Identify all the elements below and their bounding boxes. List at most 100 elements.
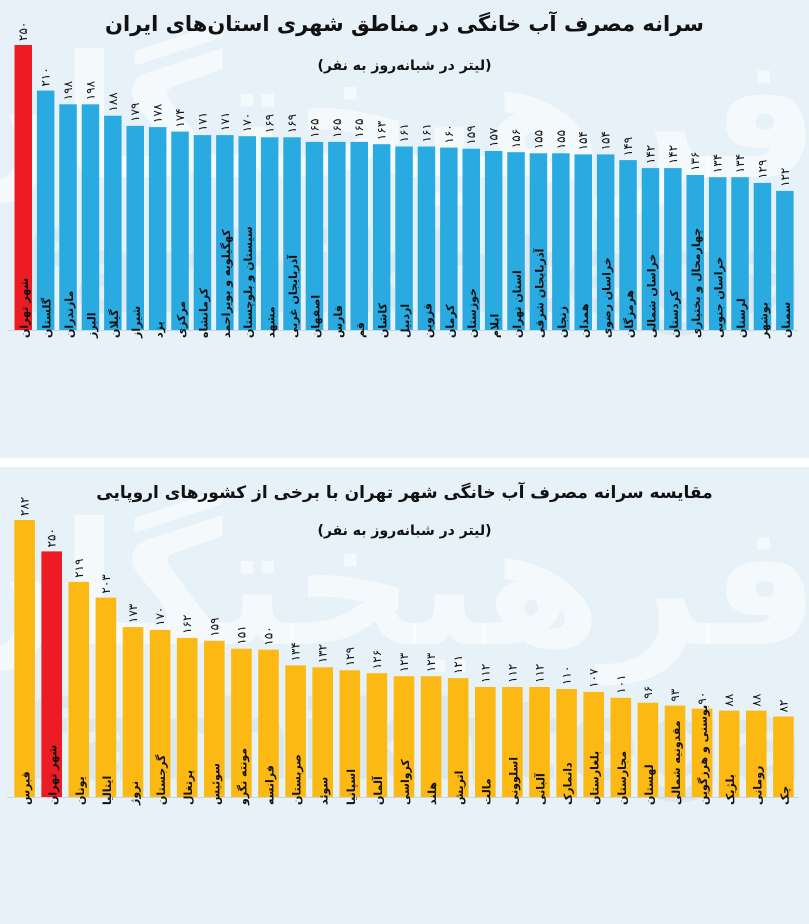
category-label: مالت	[480, 778, 493, 805]
value-label: ۱۶۱	[419, 123, 433, 142]
value-label: ۱۷۰	[240, 113, 254, 132]
category-label: رومانی	[751, 766, 764, 805]
bar-12	[312, 667, 333, 797]
bar-14	[305, 141, 324, 330]
value-label: ۲۸۲	[18, 497, 32, 516]
category-label: اسپانیا	[345, 769, 358, 805]
category-label: فرانسه	[264, 765, 277, 805]
value-label: ۱۶۳	[375, 120, 389, 140]
value-label: ۱۷۴	[173, 108, 187, 127]
category-label: سوئد	[318, 777, 331, 805]
bar-8	[204, 640, 225, 797]
value-label: ۱۱۲	[533, 664, 547, 683]
chart-title: مقایسه سرانه مصرف آب خانگی شهر تهران با …	[96, 483, 713, 503]
europe-comparison-chart-panel: فرهیختگان farhikhtegan مقایسه سرانه مصرف…	[0, 467, 809, 924]
value-label: ۱۷۱	[218, 112, 232, 131]
bar-29	[641, 168, 660, 330]
value-label: ۲۰۳	[99, 574, 113, 594]
value-label: ۱۷۸	[151, 103, 165, 123]
value-label: ۱۵۴	[599, 131, 613, 150]
value-label: ۱۷۹	[128, 103, 142, 122]
value-label: ۱۵۷	[487, 127, 501, 147]
value-label: ۱۳۲	[316, 644, 330, 663]
bar-32	[708, 177, 727, 330]
bar-9	[193, 135, 212, 330]
category-label: بلژیک	[724, 774, 737, 805]
category-label: خراسان شمالی	[645, 254, 658, 338]
bar-13	[339, 670, 361, 797]
bar-6	[126, 125, 144, 331]
category-label: سوئیس	[209, 763, 222, 805]
value-label: ۱۰۱	[614, 674, 628, 693]
value-label: ۲۵۰	[16, 22, 30, 41]
bar-16	[420, 676, 442, 797]
value-label: ۱۳۶	[688, 152, 702, 171]
bar-6	[149, 630, 171, 797]
bar-12	[260, 137, 279, 330]
category-label: ایتالیا	[101, 776, 114, 805]
value-label: ۱۶۹	[263, 114, 277, 133]
category-label: شهر تهران	[47, 745, 60, 805]
bar-24	[529, 153, 548, 330]
chart-title: سرانه مصرف آب خانگی در مناطق شهری استان‌…	[105, 12, 704, 36]
bar-7	[148, 127, 167, 330]
category-label: شهر تهران	[18, 278, 31, 338]
bar-19	[417, 146, 436, 330]
category-label: شیراز	[130, 306, 143, 339]
category-label: آلبانی	[534, 773, 548, 805]
category-label: سیستان و بلوچستان	[242, 226, 255, 338]
bar-30	[664, 168, 682, 330]
value-label: ۱۲۳	[424, 652, 438, 672]
value-label: ۸۸	[749, 693, 763, 706]
bar-21	[462, 148, 480, 330]
category-label: کهگیلویه و بویراحمد	[220, 229, 233, 338]
bar-31	[686, 175, 704, 330]
category-label: قم	[354, 322, 367, 338]
value-label: ۱۱۲	[478, 664, 492, 683]
bar-33	[731, 177, 749, 330]
category-label: بوشهر	[757, 302, 770, 339]
value-label: ۱۴۹	[621, 137, 635, 156]
category-label: پرتغال	[182, 770, 195, 805]
category-label: دانمارک	[562, 762, 575, 805]
category-label: اصفهان	[309, 295, 322, 338]
value-label: ۱۵۵	[531, 130, 545, 149]
bar-5	[104, 115, 122, 330]
provinces-bar-chart: ۲۵۰ شهر تهران ۲۱۰ گلستان ۱۹۸ مازندران ۱۹۸ البرز…	[8, 22, 798, 339]
bar-2	[36, 90, 55, 330]
bar-26	[574, 154, 592, 330]
bar-25	[552, 153, 570, 330]
bar-28	[619, 160, 637, 330]
bar-29	[773, 716, 794, 797]
value-label: ۲۱۰	[39, 67, 53, 86]
value-label: ۱۰۷	[587, 668, 601, 688]
value-label: ۱۵۹	[464, 125, 478, 144]
value-label: ۱۵۰	[262, 626, 276, 645]
value-label: ۱۶۵	[307, 119, 321, 138]
bar-18	[395, 146, 413, 330]
category-label: چهارمحال و بختیاری	[690, 228, 703, 338]
value-label: ۱۴۲	[666, 145, 680, 164]
category-label: ایلام	[489, 314, 502, 338]
category-label: هرمزگان	[623, 290, 636, 338]
value-label: ۱۷۱	[195, 112, 209, 131]
bar-26	[691, 708, 713, 797]
bar-28	[746, 710, 767, 797]
bar-1	[14, 520, 35, 797]
bar-20	[440, 147, 458, 330]
value-label: ۱۵۶	[509, 129, 523, 148]
value-label: ۱۳۴	[733, 154, 747, 173]
value-label: ۱۲۹	[755, 160, 769, 179]
value-label: ۹۶	[641, 686, 655, 699]
value-label: ۱۵۱	[234, 625, 248, 644]
bar-35	[776, 190, 794, 330]
value-label: ۱۸۸	[106, 92, 120, 112]
category-label: آذربایجان شرقی	[532, 248, 546, 338]
category-label: آذربایجان غربی	[286, 255, 300, 338]
category-label: فارس	[332, 305, 345, 338]
value-label: ۱۳۴	[289, 642, 303, 661]
bar-24	[637, 702, 659, 797]
bar-3	[59, 104, 77, 330]
bar-1	[14, 45, 32, 330]
value-label: ۱۶۵	[352, 119, 366, 138]
